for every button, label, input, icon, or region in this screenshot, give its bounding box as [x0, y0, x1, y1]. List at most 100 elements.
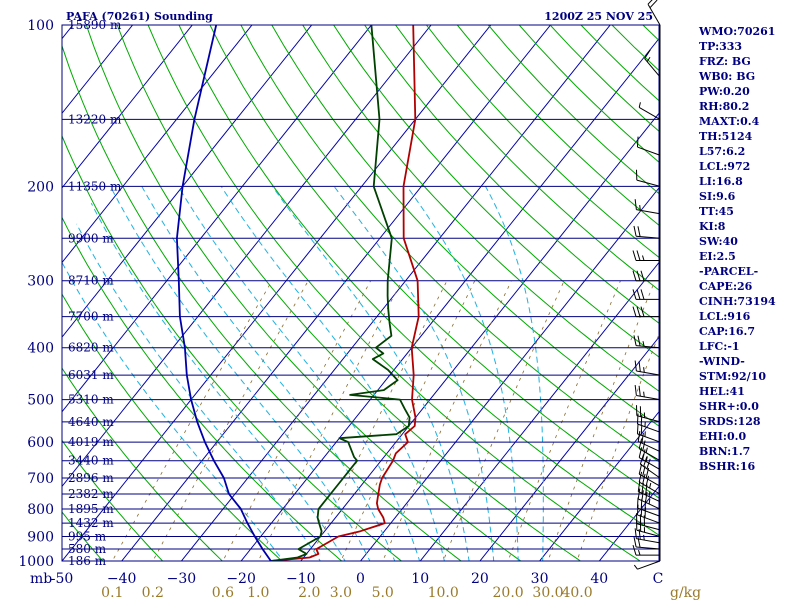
wind-barb-half-feather: [633, 564, 638, 570]
temperature-tick-label: −20: [226, 571, 256, 587]
wind-barb-feather: [636, 270, 641, 281]
wind-barb-shaft: [636, 179, 661, 187]
height-label: 186 m: [68, 554, 107, 568]
dry-adiabat-line: [209, 25, 659, 499]
moist-adiabat-line: [62, 261, 284, 561]
isotherm-line: [62, 25, 313, 338]
wind-barb-feather: [640, 270, 645, 281]
wind-barb-feather: [633, 536, 637, 548]
wind-barb: [636, 405, 661, 423]
height-label: 6820 m: [68, 341, 114, 355]
pressure-tick-label: 200: [27, 179, 54, 195]
index-entry: CAP:16.7: [699, 325, 755, 338]
wind-barb-feather: [638, 471, 643, 483]
wind-barb-feather: [636, 413, 639, 425]
wind-barb-shaft: [636, 523, 661, 531]
moist-adiabat-line: [90, 202, 346, 561]
dry-adiabat-line: [62, 439, 164, 561]
mixing-ratio-line: [547, 280, 656, 561]
index-entry: SRDS:128: [699, 415, 761, 428]
index-entry: CINH:73194: [699, 295, 776, 308]
wind-barb-feather: [641, 490, 644, 501]
wind-barb-half-feather: [642, 341, 645, 347]
plot-frame: [61, 24, 660, 562]
wind-barb-feather: [632, 289, 637, 300]
wind-barb-feather: [640, 289, 645, 300]
wind-barb-half-feather: [648, 498, 651, 505]
dry-adiabat-line: [62, 511, 104, 561]
height-label: 9900 m: [68, 231, 114, 245]
index-entry: WMO:70261: [698, 25, 775, 38]
wind-barb-feather: [638, 463, 643, 475]
mixing-ratio-line: [152, 280, 309, 561]
chart-title-right: 1200Z 25 NOV 25: [544, 10, 653, 23]
wind-barb-feather: [636, 423, 639, 434]
mixing-ratio-line: [576, 333, 659, 561]
height-label: 4019 m: [68, 435, 114, 449]
height-label: 5310 m: [68, 393, 114, 407]
index-entry: CAPE:26: [699, 280, 753, 293]
moist-adiabat-line: [109, 186, 371, 561]
pressure-tick-label: 1000: [18, 554, 54, 570]
isotherm-line: [240, 37, 659, 561]
wind-barbs: [632, 0, 661, 570]
moist-adiabat-line: [333, 186, 495, 561]
mixing-ratio-labels: 0.1 0.2 0.6 1.0 2.0 3.0 5.0 10.0 20.0 30.040.0: [101, 585, 592, 600]
dry-adiabat-line: [302, 25, 659, 392]
indices-panel: WMO:70261 TP:333 FRZ: BG WB0: BG PW:0.20 RH:8…: [698, 25, 776, 473]
pressure-tick-label: 600: [27, 435, 54, 451]
index-entry: KI:8: [699, 220, 726, 233]
wind-barb-feather: [634, 360, 637, 372]
isotherm-line: [121, 25, 551, 561]
wind-barb: [637, 431, 661, 453]
dry-adiabat-line: [333, 25, 659, 358]
isotherm-line: [0, 25, 13, 561]
moist-adiabat-line: [406, 186, 519, 561]
index-entry: WB0: BG: [698, 70, 755, 83]
mixing-ratio-label: 40.0: [561, 585, 592, 600]
wind-barb: [632, 289, 660, 300]
mixing-ratio-label: 3.0: [330, 585, 352, 600]
wind-barb: [636, 136, 661, 156]
height-label: 2896 m: [68, 471, 114, 485]
wind-barb-feather: [636, 497, 639, 509]
temperature-tick-label: 0: [356, 571, 365, 587]
pressure-tick-label: 500: [27, 393, 54, 409]
wind-barb-shaft: [636, 345, 661, 349]
index-entry: PW:0.20: [699, 85, 750, 98]
mixing-ratio-label: 20.0: [493, 585, 524, 600]
index-entry: LCL:972: [699, 160, 750, 173]
index-entry: SI:9.6: [699, 190, 736, 203]
wind-barb-half-feather: [642, 255, 645, 261]
index-entry: HEL:41: [699, 385, 745, 398]
moist-adiabat-line: [220, 186, 445, 561]
wind-barb: [647, 0, 661, 26]
pressure-tick-label: 800: [27, 502, 54, 518]
temperature-unit-label: C: [653, 571, 664, 587]
index-entry: L57:6.2: [699, 145, 745, 158]
wind-barb: [636, 169, 661, 187]
index-entry: LFC:-1: [699, 340, 740, 353]
wind-barb: [633, 560, 661, 570]
temperature-tick-label: −40: [107, 571, 137, 587]
temperature-tick-label: 20: [471, 571, 489, 587]
wind-barb-feather: [647, 0, 653, 5]
moist-adiabat-line: [485, 186, 544, 561]
wind-barb-feather: [633, 335, 637, 346]
pressure-axis: 100 200 300 400 500 600 700 800 900 1000: [18, 18, 54, 570]
mixing-ratio-unit-label: g/kg: [670, 585, 701, 600]
wind-barb-feather: [638, 361, 641, 372]
index-entry: BRN:1.7: [699, 445, 750, 458]
wind-barb: [633, 225, 661, 239]
dry-adiabat-line: [364, 25, 659, 324]
dry-adiabat-line: [116, 25, 582, 561]
height-label: 11350 m: [68, 179, 122, 193]
index-entry: RH:80.2: [699, 100, 749, 113]
wind-barb-feather: [636, 306, 641, 317]
wind-barb: [632, 306, 660, 318]
height-label: 995 m: [68, 529, 107, 543]
height-label: 580 m: [68, 542, 107, 556]
dry-adiabat-line: [147, 25, 642, 561]
chart-title-left: PAFA (70261) Sounding: [66, 10, 213, 23]
index-entry: -WIND-: [699, 355, 745, 368]
